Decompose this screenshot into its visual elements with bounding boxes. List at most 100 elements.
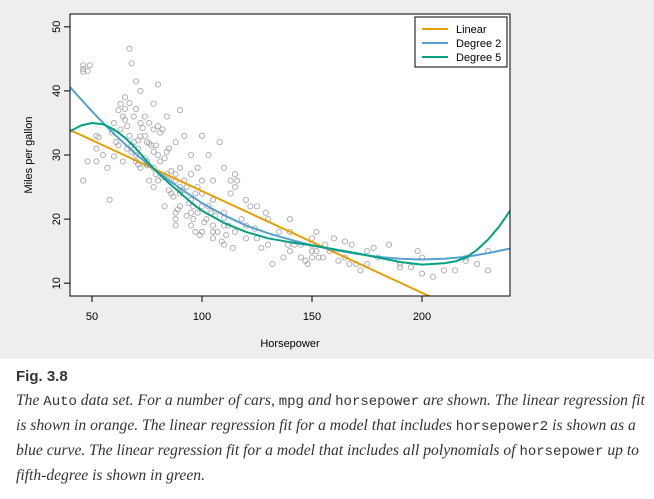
caption-code-horsepower2: horsepower2 xyxy=(455,419,549,435)
data-point xyxy=(146,177,153,184)
figure-number: Fig. 3.8 xyxy=(16,368,68,385)
data-point xyxy=(286,248,294,255)
data-point xyxy=(187,171,195,178)
data-point xyxy=(174,206,181,213)
data-point xyxy=(84,67,91,75)
data-point xyxy=(80,68,87,75)
figure-caption: Fig. 3.8 The Auto data set. For a number… xyxy=(16,368,646,488)
data-point xyxy=(341,238,349,245)
data-point xyxy=(152,142,159,149)
data-point xyxy=(227,190,234,197)
data-point xyxy=(308,248,316,255)
data-point xyxy=(104,164,111,171)
data-point xyxy=(99,151,107,159)
caption-code-horsepower: horsepower xyxy=(519,444,604,460)
data-point xyxy=(227,177,234,184)
y-tick-label: 20 xyxy=(51,213,63,225)
data-point xyxy=(132,78,140,85)
data-point xyxy=(414,248,421,255)
data-point xyxy=(198,177,206,184)
data-point xyxy=(429,273,437,280)
data-point xyxy=(150,126,157,133)
y-tick-label: 50 xyxy=(51,21,63,33)
data-point xyxy=(346,260,353,268)
data-point xyxy=(154,177,162,184)
y-axis: 10 20 30 40 50 xyxy=(51,21,70,289)
data-point xyxy=(194,209,201,216)
data-point xyxy=(238,216,245,223)
data-point xyxy=(121,94,129,101)
x-tick-label: 50 xyxy=(86,311,98,323)
legend-label: Degree 5 xyxy=(456,52,501,64)
x-tick-label: 150 xyxy=(303,311,321,323)
y-tick-label: 30 xyxy=(51,149,63,161)
data-point xyxy=(86,62,93,69)
caption-part: up to fifth-degree is shown in green. xyxy=(16,442,639,484)
data-point xyxy=(190,216,197,223)
data-point xyxy=(231,183,239,191)
data-point xyxy=(370,244,377,251)
caption-part: is shown as a blue curve. The linear reg… xyxy=(16,417,636,459)
y-tick-label: 40 xyxy=(51,85,63,97)
data-point xyxy=(137,87,144,94)
data-point xyxy=(253,203,261,210)
data-point xyxy=(440,267,448,274)
data-point xyxy=(209,177,217,184)
data-point xyxy=(201,219,208,226)
data-point xyxy=(396,264,404,271)
data-point xyxy=(121,116,129,123)
data-point xyxy=(192,228,199,235)
data-point xyxy=(330,235,338,242)
data-point xyxy=(234,177,241,184)
data-point xyxy=(242,235,250,242)
x-axis: 50 100 150 200 xyxy=(86,296,431,323)
data-point xyxy=(139,125,146,132)
data-point xyxy=(473,260,481,268)
data-point xyxy=(146,119,153,127)
data-point xyxy=(154,81,162,88)
data-point xyxy=(308,254,316,261)
data-point xyxy=(115,107,122,114)
data-point xyxy=(110,119,118,127)
y-tick-label: 10 xyxy=(51,277,63,289)
data-point xyxy=(126,45,133,52)
data-point xyxy=(124,123,131,130)
data-point xyxy=(183,212,190,219)
data-point xyxy=(192,190,199,197)
data-point xyxy=(187,209,195,216)
data-point xyxy=(348,241,355,248)
data-point xyxy=(286,216,294,223)
data-point xyxy=(108,129,115,136)
data-point xyxy=(313,228,320,235)
data-point xyxy=(242,196,250,203)
data-point xyxy=(93,158,100,165)
data-point xyxy=(161,155,168,162)
data-point xyxy=(223,232,230,239)
y-axis-label: Miles per gallon xyxy=(23,116,35,193)
data-point xyxy=(117,100,124,107)
data-point xyxy=(194,164,201,171)
fit-lines xyxy=(70,86,510,296)
data-point xyxy=(247,203,254,210)
data-point xyxy=(141,132,148,139)
data-point xyxy=(132,151,140,159)
data-point xyxy=(80,177,87,184)
data-point xyxy=(172,216,179,223)
data-point xyxy=(297,254,305,261)
data-point xyxy=(110,153,118,160)
data-point xyxy=(150,183,157,191)
data-point xyxy=(126,132,133,139)
fit-line-linear xyxy=(70,129,432,296)
data-point xyxy=(229,244,236,251)
data-point xyxy=(451,267,459,274)
caption-code-horsepower: horsepower xyxy=(335,394,420,410)
data-point xyxy=(181,132,188,139)
data-point xyxy=(165,187,173,194)
x-tick-label: 200 xyxy=(413,311,431,323)
x-tick-label: 100 xyxy=(193,311,211,323)
data-point xyxy=(357,267,364,274)
data-point xyxy=(172,171,179,178)
data-point xyxy=(168,167,175,175)
data-point xyxy=(130,113,137,120)
caption-part: are shown. The linear regression fit is … xyxy=(16,392,645,434)
